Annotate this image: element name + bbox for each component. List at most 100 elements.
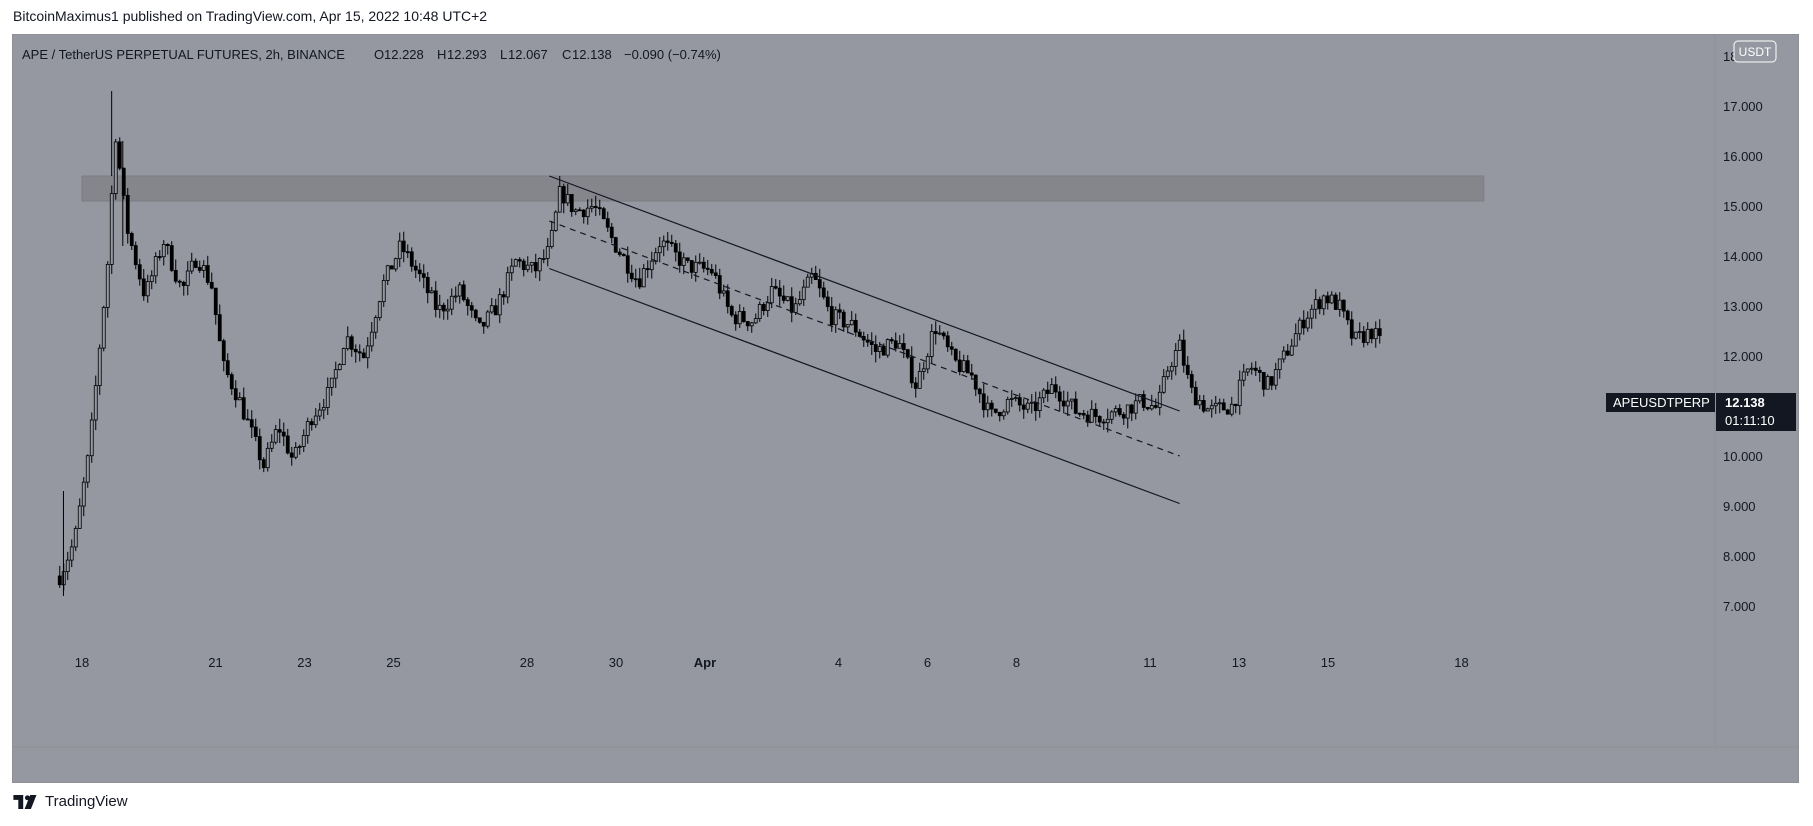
- candle: [901, 333, 906, 359]
- candle: [1233, 403, 1238, 414]
- candle: [445, 299, 450, 320]
- candle: [1361, 326, 1366, 348]
- candle: [865, 334, 870, 347]
- candle: [89, 412, 94, 463]
- candle: [401, 231, 406, 263]
- candle: [461, 280, 466, 302]
- candle: [81, 477, 86, 517]
- x-tick-label: 30: [609, 655, 623, 670]
- candle: [1073, 391, 1078, 415]
- candle: [625, 246, 630, 283]
- high-label: H: [437, 47, 446, 62]
- price-chart[interactable]: 7.0008.0009.00010.00011.00012.00013.0001…: [13, 35, 1798, 782]
- low-value: 12.067: [508, 47, 548, 62]
- y-tick-label: 16.000: [1723, 149, 1763, 164]
- candle: [125, 188, 130, 244]
- candle: [1353, 331, 1358, 340]
- candle: [121, 167, 126, 200]
- candle: [189, 252, 194, 275]
- candle: [1009, 390, 1014, 407]
- candle: [1125, 404, 1130, 429]
- candle: [349, 334, 354, 357]
- candle: [273, 424, 278, 445]
- candle: [1285, 344, 1290, 357]
- candle: [169, 241, 174, 273]
- candle: [209, 272, 214, 290]
- candle: [157, 250, 162, 261]
- candle: [921, 362, 926, 380]
- x-tick-label: 15: [1321, 655, 1335, 670]
- candle: [1257, 366, 1262, 382]
- channel-lower-line[interactable]: [549, 267, 1180, 505]
- candle: [729, 304, 734, 318]
- candle: [1369, 328, 1374, 344]
- candle: [153, 252, 158, 284]
- candle: [561, 183, 566, 214]
- candle: [473, 308, 478, 322]
- candle: [413, 259, 418, 279]
- candle: [837, 303, 842, 320]
- candle: [365, 337, 370, 369]
- tradingview-brand[interactable]: TradingView: [13, 793, 128, 810]
- candle: [149, 270, 154, 290]
- candle: [85, 454, 90, 488]
- candle: [741, 307, 746, 323]
- countdown-timer: 01:11:10: [1725, 413, 1775, 428]
- candle: [181, 280, 186, 296]
- candle: [821, 281, 826, 300]
- candle: [749, 321, 754, 333]
- candle: [993, 408, 998, 414]
- candle: [673, 240, 678, 262]
- candle: [409, 247, 414, 272]
- candle: [393, 257, 398, 272]
- candle: [293, 442, 298, 460]
- candle: [553, 210, 558, 232]
- candle: [1253, 361, 1258, 376]
- currency-badge[interactable]: USDT: [1733, 40, 1777, 63]
- candle: [517, 257, 522, 268]
- candle: [1029, 394, 1034, 414]
- candle: [605, 211, 610, 232]
- candle: [481, 321, 486, 334]
- candle: [501, 291, 506, 305]
- candle: [225, 353, 230, 378]
- x-tick-label: 4: [835, 655, 842, 670]
- candle: [65, 551, 70, 580]
- candle: [685, 257, 690, 264]
- tradingview-brand-text: TradingView: [45, 793, 128, 810]
- candle: [1193, 381, 1198, 406]
- candle: [1101, 418, 1106, 431]
- candle: [801, 279, 806, 306]
- candle: [505, 266, 510, 304]
- candle: [1185, 356, 1190, 379]
- candle: [565, 183, 570, 207]
- candle: [701, 257, 706, 273]
- candle: [165, 243, 170, 255]
- channel-upper-line[interactable]: [549, 175, 1180, 412]
- x-tick-label: 25: [386, 655, 400, 670]
- candle: [73, 525, 78, 552]
- channel-middle-line[interactable]: [549, 220, 1180, 457]
- last-price-marker: APEUSDTPERP 12.138 01:11:10: [1606, 393, 1796, 431]
- candle: [557, 176, 562, 213]
- candle: [513, 258, 518, 267]
- candle: [757, 301, 762, 322]
- candle: [373, 315, 378, 339]
- candle: [1177, 334, 1182, 351]
- candle: [977, 387, 982, 404]
- candle: [577, 207, 582, 212]
- candle: [1105, 408, 1110, 433]
- candle: [101, 305, 106, 352]
- candle: [573, 208, 578, 216]
- candle: [705, 259, 710, 276]
- candle: [205, 255, 210, 285]
- chart-frame: [12, 34, 1799, 783]
- candle: [1249, 362, 1254, 375]
- ticker-label-box: [1606, 393, 1715, 412]
- candle: [1301, 310, 1306, 335]
- candle: [321, 398, 326, 420]
- candle: [665, 232, 670, 251]
- candle: [1165, 366, 1170, 380]
- candle: [617, 248, 622, 257]
- candle: [637, 267, 642, 290]
